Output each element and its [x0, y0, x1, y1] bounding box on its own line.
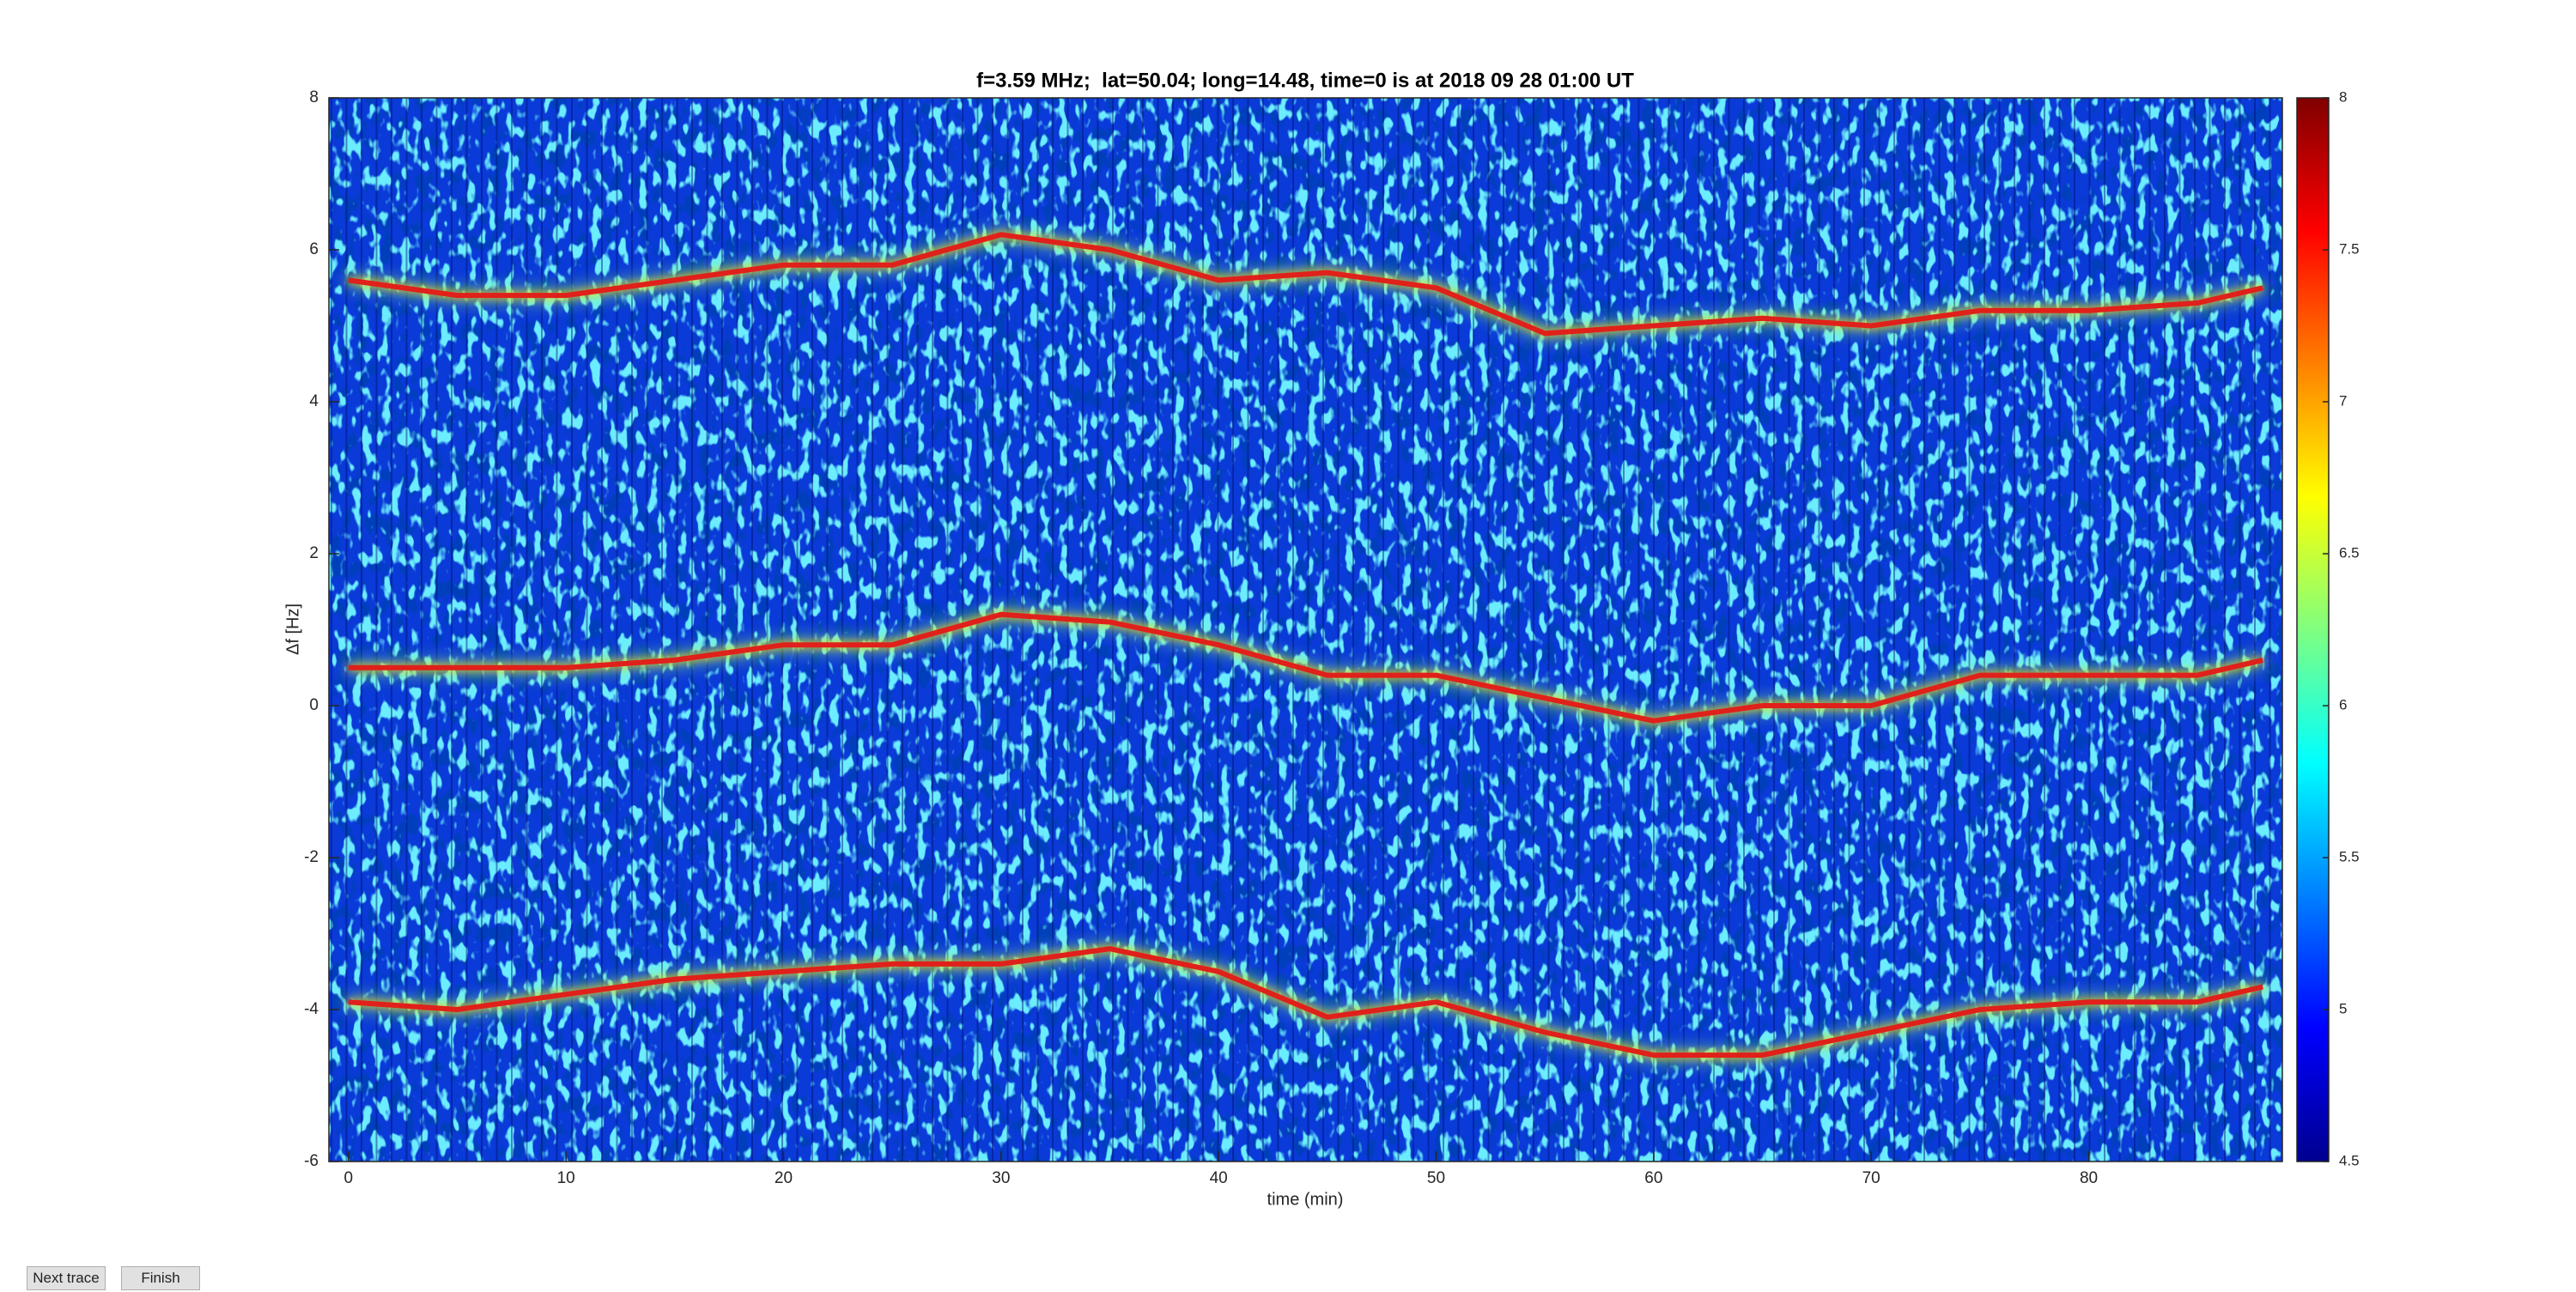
- colorbar-tick-label: 8: [2339, 88, 2347, 105]
- y-tick-label: -2: [304, 848, 319, 866]
- colorbar-tick-label: 7: [2339, 392, 2347, 409]
- colorbar-tick-label: 6.5: [2339, 544, 2360, 561]
- x-axis-label: time (min): [1267, 1190, 1344, 1209]
- trace-line: [348, 232, 2263, 337]
- colorbar-tick-label: 5: [2339, 1000, 2347, 1016]
- x-tick-label: 20: [775, 1169, 793, 1187]
- chart-title: f=3.59 MHz; lat=50.04; long=14.48, time=…: [976, 69, 1634, 92]
- y-tick-label: -6: [304, 1152, 319, 1170]
- y-tick-label: -4: [304, 1000, 319, 1018]
- y-tick-label: 4: [309, 392, 319, 410]
- next-trace-button[interactable]: Next trace: [27, 1266, 106, 1290]
- x-tick-label: 80: [2080, 1169, 2098, 1187]
- y-tick-label: 8: [309, 88, 319, 106]
- y-axis-label: Δf [Hz]: [283, 604, 302, 655]
- y-tick-label: 2: [309, 544, 319, 562]
- x-tick-label: 30: [992, 1169, 1010, 1187]
- y-tick-label: 6: [309, 240, 319, 258]
- figure: f=3.59 MHz; lat=50.04; long=14.48, time=…: [283, 69, 2360, 1209]
- time-stripes: [329, 98, 2282, 1162]
- traces: [348, 232, 2263, 1058]
- axes-box: [328, 97, 2283, 1162]
- spectrogram: [329, 98, 2282, 1162]
- colorbar-tick-label: 7.5: [2339, 240, 2360, 257]
- x-tick-label: 0: [344, 1169, 354, 1187]
- finish-button[interactable]: Finish: [121, 1266, 200, 1290]
- x-tick-label: 60: [1644, 1169, 1662, 1187]
- colorbar-tick-label: 4.5: [2339, 1152, 2360, 1168]
- x-tick-label: 10: [557, 1169, 575, 1187]
- colorbar: [2296, 97, 2330, 1162]
- x-tick-label: 50: [1427, 1169, 1445, 1187]
- x-tick-label: 40: [1210, 1169, 1228, 1187]
- colorbar-tick-label: 5.5: [2339, 848, 2360, 864]
- y-tick-label: 0: [309, 696, 319, 714]
- trace-line: [348, 611, 2263, 724]
- trace-line: [348, 946, 2263, 1058]
- colorbar-tick-label: 6: [2339, 696, 2347, 713]
- x-tick-label: 70: [1862, 1169, 1880, 1187]
